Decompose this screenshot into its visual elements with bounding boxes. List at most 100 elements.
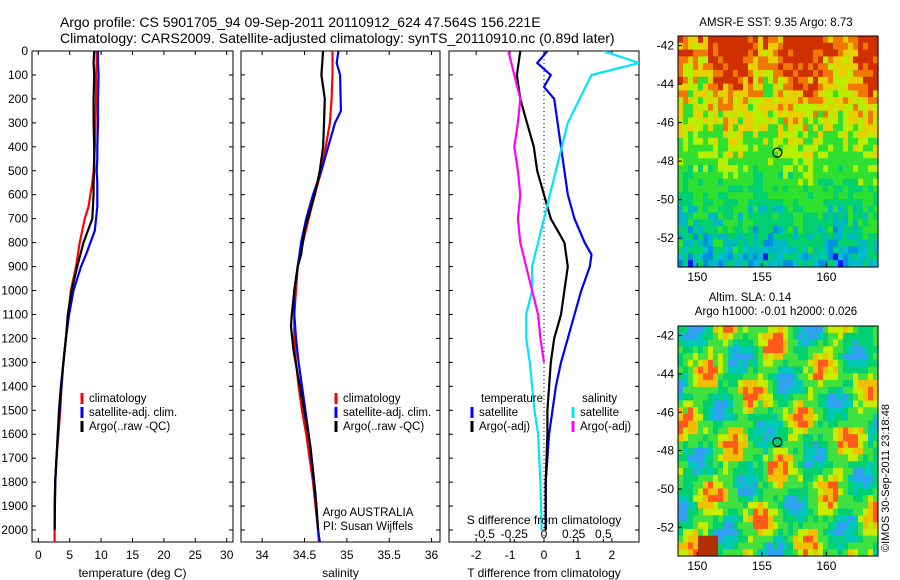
sst-map-cell [833,253,839,261]
sla-map-cell [838,353,844,361]
sst-map-cell [863,226,869,234]
sla-map-cell [838,501,844,510]
sst-map-cell [853,253,859,261]
sla-map-cell [768,332,774,341]
sla-map-cell [728,542,734,550]
sst-map-cell [733,253,739,261]
sst-map-cell [843,178,849,187]
sla-map-cell [793,427,799,435]
sla-map-cell [793,481,799,489]
sla-map-cell [748,528,754,537]
sst-map-cell [813,192,819,200]
sla-map-cell [713,474,719,483]
sst-map-cell [783,239,789,248]
sla-map-cell [778,407,784,415]
sla-map-cell [828,434,834,442]
sst-map-cell [693,239,699,248]
sst-map-cell [798,103,804,112]
sst-map-cell [733,260,739,268]
sst-map-cell [793,103,799,112]
sla-map-cell [823,359,829,368]
sla-map-cell [803,508,809,516]
sst-map-cell [818,199,824,207]
sst-map-cell [768,233,774,241]
sst-map-cell [688,158,694,166]
sla-map-cell [808,461,814,469]
sst-map-cell [688,124,694,132]
sst-map-cell [813,110,819,119]
sla-map-cell [743,359,749,368]
sla-map-cell [858,380,864,388]
sst-map-cell [803,36,809,44]
sla-map-cell [723,528,729,537]
sla-map-cell [783,339,789,347]
sla-map-cell [758,549,764,557]
sst-map-cell [798,246,804,254]
sst-map-cell [723,178,729,187]
sla-map-cell [828,366,834,374]
sst-map-cell [823,185,829,193]
sst-map-cell [863,178,869,187]
sla-map-cell [753,339,759,347]
sst-map-cell [703,36,709,44]
sst-map-cell [698,137,704,146]
sst-map-cell [858,131,864,139]
sst-map-cell [693,165,699,173]
sst-map-cell [763,192,769,200]
sst-map-cell [828,192,834,200]
sla-map-cell [798,515,804,523]
sla-map-cell [828,332,834,341]
sla-map-cell [718,407,724,415]
sst-map-cell [778,226,784,234]
sst-map-cell [803,56,809,64]
sst-map-cell [848,199,854,207]
sla-map-cell [703,481,709,489]
sst-map-cell [708,192,714,200]
sst-map-cell [738,171,744,180]
sla-map-cell [843,380,849,388]
sla-map-cell [703,454,709,462]
sla-map-cell [758,454,764,462]
sla-map-cell [768,447,774,456]
sst-map-cell [763,239,769,248]
sla-map-cell [858,326,864,334]
sst-map-cell [823,171,829,180]
sla-map-cell [678,359,684,368]
sla-map-cell [718,400,724,408]
sla-map-cell [843,339,849,347]
sst-map-cell [763,76,769,85]
sla-map-cell [798,339,804,347]
sla-map-cell [813,522,819,530]
sst-map-cell [698,144,704,153]
sst-map-cell [753,233,759,241]
sst-map-cell [708,70,714,78]
sla-map-cell [768,339,774,347]
sla-map-cell [808,535,814,544]
sla-map-cell [868,515,874,523]
sla-map-cell [743,373,749,381]
sst-map-cell [683,144,689,153]
sst-map-cell [733,158,739,166]
sst-map-cell [828,158,834,166]
sst-map-cell [703,233,709,241]
sst-map-cell [778,144,784,153]
sst-map-cell [728,192,734,200]
sst-map-cell [858,239,864,248]
sst-map-cell [738,70,744,78]
sla-map-cell [708,441,714,449]
sla-map-cell [803,386,809,395]
sst-map-cell [818,233,824,241]
sst-map-cell [683,36,689,44]
sst-map-cell [813,90,819,98]
sst-map-cell [863,63,869,71]
sst-map-cell [733,165,739,173]
depth-tick-label: 300 [8,116,28,130]
sst-map-cell [773,226,779,234]
sst-map-cell [683,56,689,64]
sst-map-cell [803,131,809,139]
sst-map-cell [783,192,789,200]
sst-map-cell [743,117,749,125]
sst-map-cell [783,103,789,112]
sst-map-cell [713,70,719,78]
sla-map-cell [703,549,709,557]
